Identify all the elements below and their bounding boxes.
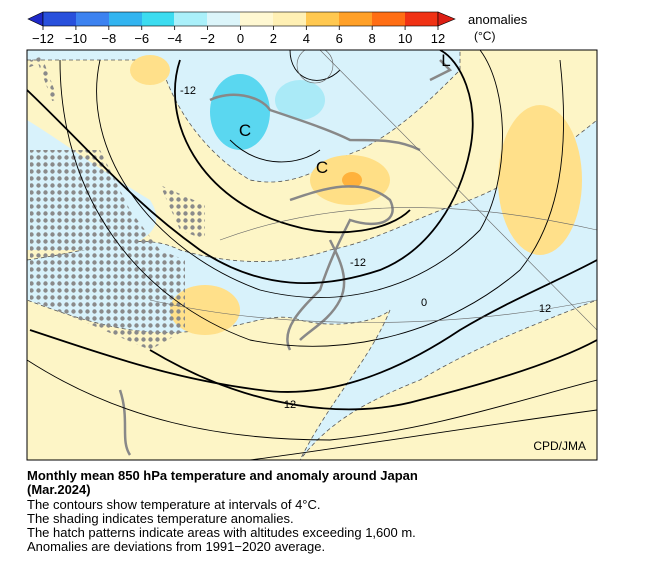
colorbar-tick-label: −8 xyxy=(101,31,116,46)
caption-title: (Mar.2024) xyxy=(27,482,91,497)
caption-line: The hatch patterns indicate areas with a… xyxy=(27,525,416,540)
caption: Monthly mean 850 hPa temperature and ano… xyxy=(27,468,418,554)
colorbar-tick-label: 2 xyxy=(270,31,277,46)
colorbar-tick-label: −4 xyxy=(167,31,182,46)
colorbar-tick-label: 6 xyxy=(336,31,343,46)
colorbar-tick-label: −2 xyxy=(200,31,215,46)
colorbar-tick-label: −10 xyxy=(65,31,87,46)
colorbar-unit: (°C) xyxy=(474,29,495,43)
colorbar-label: anomalies xyxy=(468,12,528,27)
contour-label: -12 xyxy=(350,257,366,269)
caption-line: The contours show temperature at interva… xyxy=(27,497,321,512)
colorbar-tick-label: −12 xyxy=(32,31,54,46)
contour-label: 12 xyxy=(539,303,551,315)
pressure-label: C xyxy=(316,158,328,177)
pressure-label: C xyxy=(239,121,251,140)
credit: CPD/JMA xyxy=(533,439,586,453)
caption-title: Monthly mean 850 hPa temperature and ano… xyxy=(27,468,418,483)
contour-label: 12 xyxy=(284,399,296,411)
colorbar-tick-label: 12 xyxy=(431,31,445,46)
map: -12 -12 0 12 12 C C L CPD/JMA xyxy=(27,50,597,460)
pressure-label: L xyxy=(441,51,450,70)
colorbar-tick-label: −6 xyxy=(134,31,149,46)
contour-label: 0 xyxy=(421,297,427,309)
contour-label: -12 xyxy=(180,85,196,97)
caption-line: Anomalies are deviations from 1991−2020 … xyxy=(27,539,325,554)
colorbar-tick-label: 4 xyxy=(303,31,310,46)
colorbar-tick-label: 0 xyxy=(237,31,244,46)
colorbar-tick-label: 8 xyxy=(369,31,376,46)
caption-line: The shading indicates temperature anomal… xyxy=(27,511,294,526)
colorbar: −12 −10 −8 −6 −4 −2 0 2 4 6 8 10 12 anomalies (°C) xyxy=(27,11,528,46)
map-frame xyxy=(26,49,598,461)
colorbar-tick-label: 10 xyxy=(398,31,412,46)
